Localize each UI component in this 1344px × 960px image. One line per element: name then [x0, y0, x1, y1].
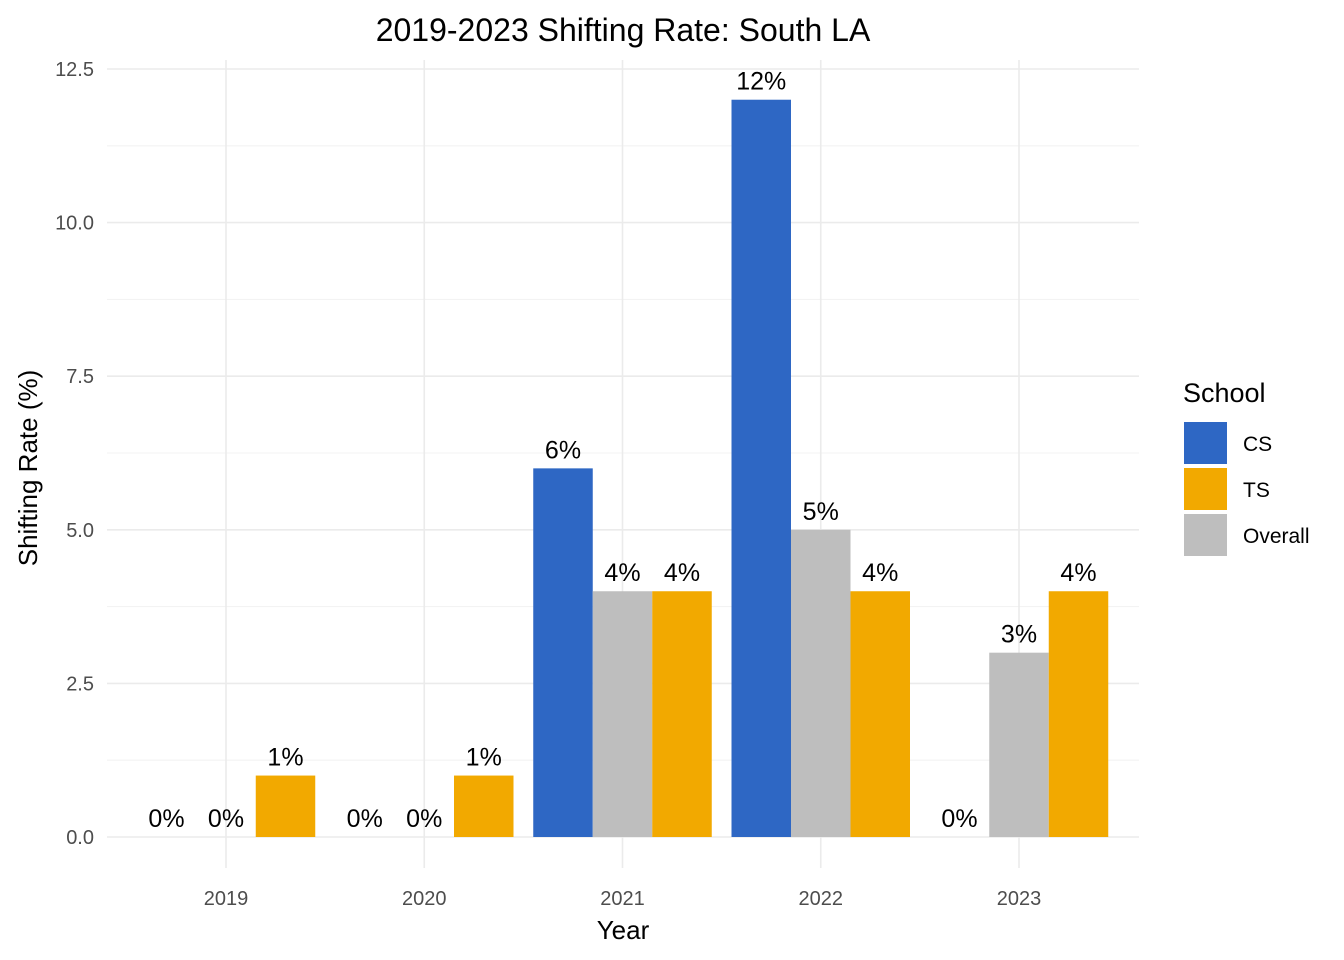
bar-overall-2023	[989, 652, 1049, 837]
x-tick-label: 2019	[204, 888, 249, 910]
x-axis-title: Year	[597, 915, 650, 945]
bar-ts-2019	[255, 775, 316, 837]
x-tick-label: 2022	[799, 888, 844, 910]
bar-cs-2021	[533, 468, 593, 837]
data-label-cs-2020: 0%	[347, 805, 383, 833]
legend-label-ts: TS	[1243, 479, 1270, 502]
bar-ts-2023	[1048, 591, 1109, 837]
y-axis-ticks: 0.0 2.5 5.0 7.5 10.0 12.5	[55, 59, 94, 849]
data-label-overall-2022: 5%	[803, 498, 839, 526]
y-tick-label: 2.5	[66, 673, 94, 695]
bars	[255, 99, 1109, 838]
data-label-ts-2020: 1%	[466, 744, 502, 772]
data-label-ts-2019: 1%	[267, 744, 303, 772]
bar-ts-2021	[652, 591, 712, 837]
bar-ts-2022	[850, 591, 910, 837]
legend-swatch-overall	[1184, 514, 1227, 556]
data-labels: 0% 0% 6% 12% 0% 0% 0% 4% 5% 3% 1% 1% 4% 4% 4%	[148, 68, 1096, 833]
legend-swatch-cs	[1184, 422, 1227, 464]
data-label-ts-2023: 4%	[1060, 559, 1096, 587]
x-axis-ticks: 2019 2020 2021 2022 2023	[204, 888, 1042, 910]
bar-overall-2022	[791, 529, 851, 837]
data-label-overall-2023: 3%	[1001, 621, 1037, 649]
legend-title: School	[1183, 378, 1266, 408]
data-label-cs-2023: 0%	[941, 805, 977, 833]
y-tick-label: 12.5	[55, 59, 94, 81]
bar-cs-2022	[731, 99, 791, 838]
legend-label-overall: Overall	[1243, 525, 1310, 548]
data-label-overall-2020: 0%	[406, 805, 442, 833]
y-tick-label: 0.0	[66, 827, 94, 849]
y-axis-title: Shifting Rate (%)	[13, 370, 43, 567]
legend-label-cs: CS	[1243, 433, 1272, 456]
data-label-cs-2019: 0%	[148, 805, 184, 833]
x-tick-label: 2020	[402, 888, 447, 910]
chart-title: 2019-2023 Shifting Rate: South LA	[376, 12, 871, 48]
y-tick-label: 7.5	[66, 366, 94, 388]
legend: School CS TS Overall	[1183, 378, 1310, 556]
x-tick-label: 2021	[600, 888, 645, 910]
data-label-cs-2022: 12%	[736, 68, 786, 96]
legend-swatch-ts	[1184, 468, 1227, 510]
data-label-ts-2021: 4%	[664, 559, 700, 587]
bar-overall-2021	[592, 591, 653, 837]
y-tick-label: 5.0	[66, 520, 94, 542]
data-label-overall-2021: 4%	[604, 559, 640, 587]
y-tick-label: 10.0	[55, 213, 94, 235]
data-label-overall-2019: 0%	[208, 805, 244, 833]
data-label-ts-2022: 4%	[862, 559, 898, 587]
bar-ts-2020	[454, 775, 514, 837]
data-label-cs-2021: 6%	[545, 436, 581, 464]
x-tick-label: 2023	[997, 888, 1042, 910]
